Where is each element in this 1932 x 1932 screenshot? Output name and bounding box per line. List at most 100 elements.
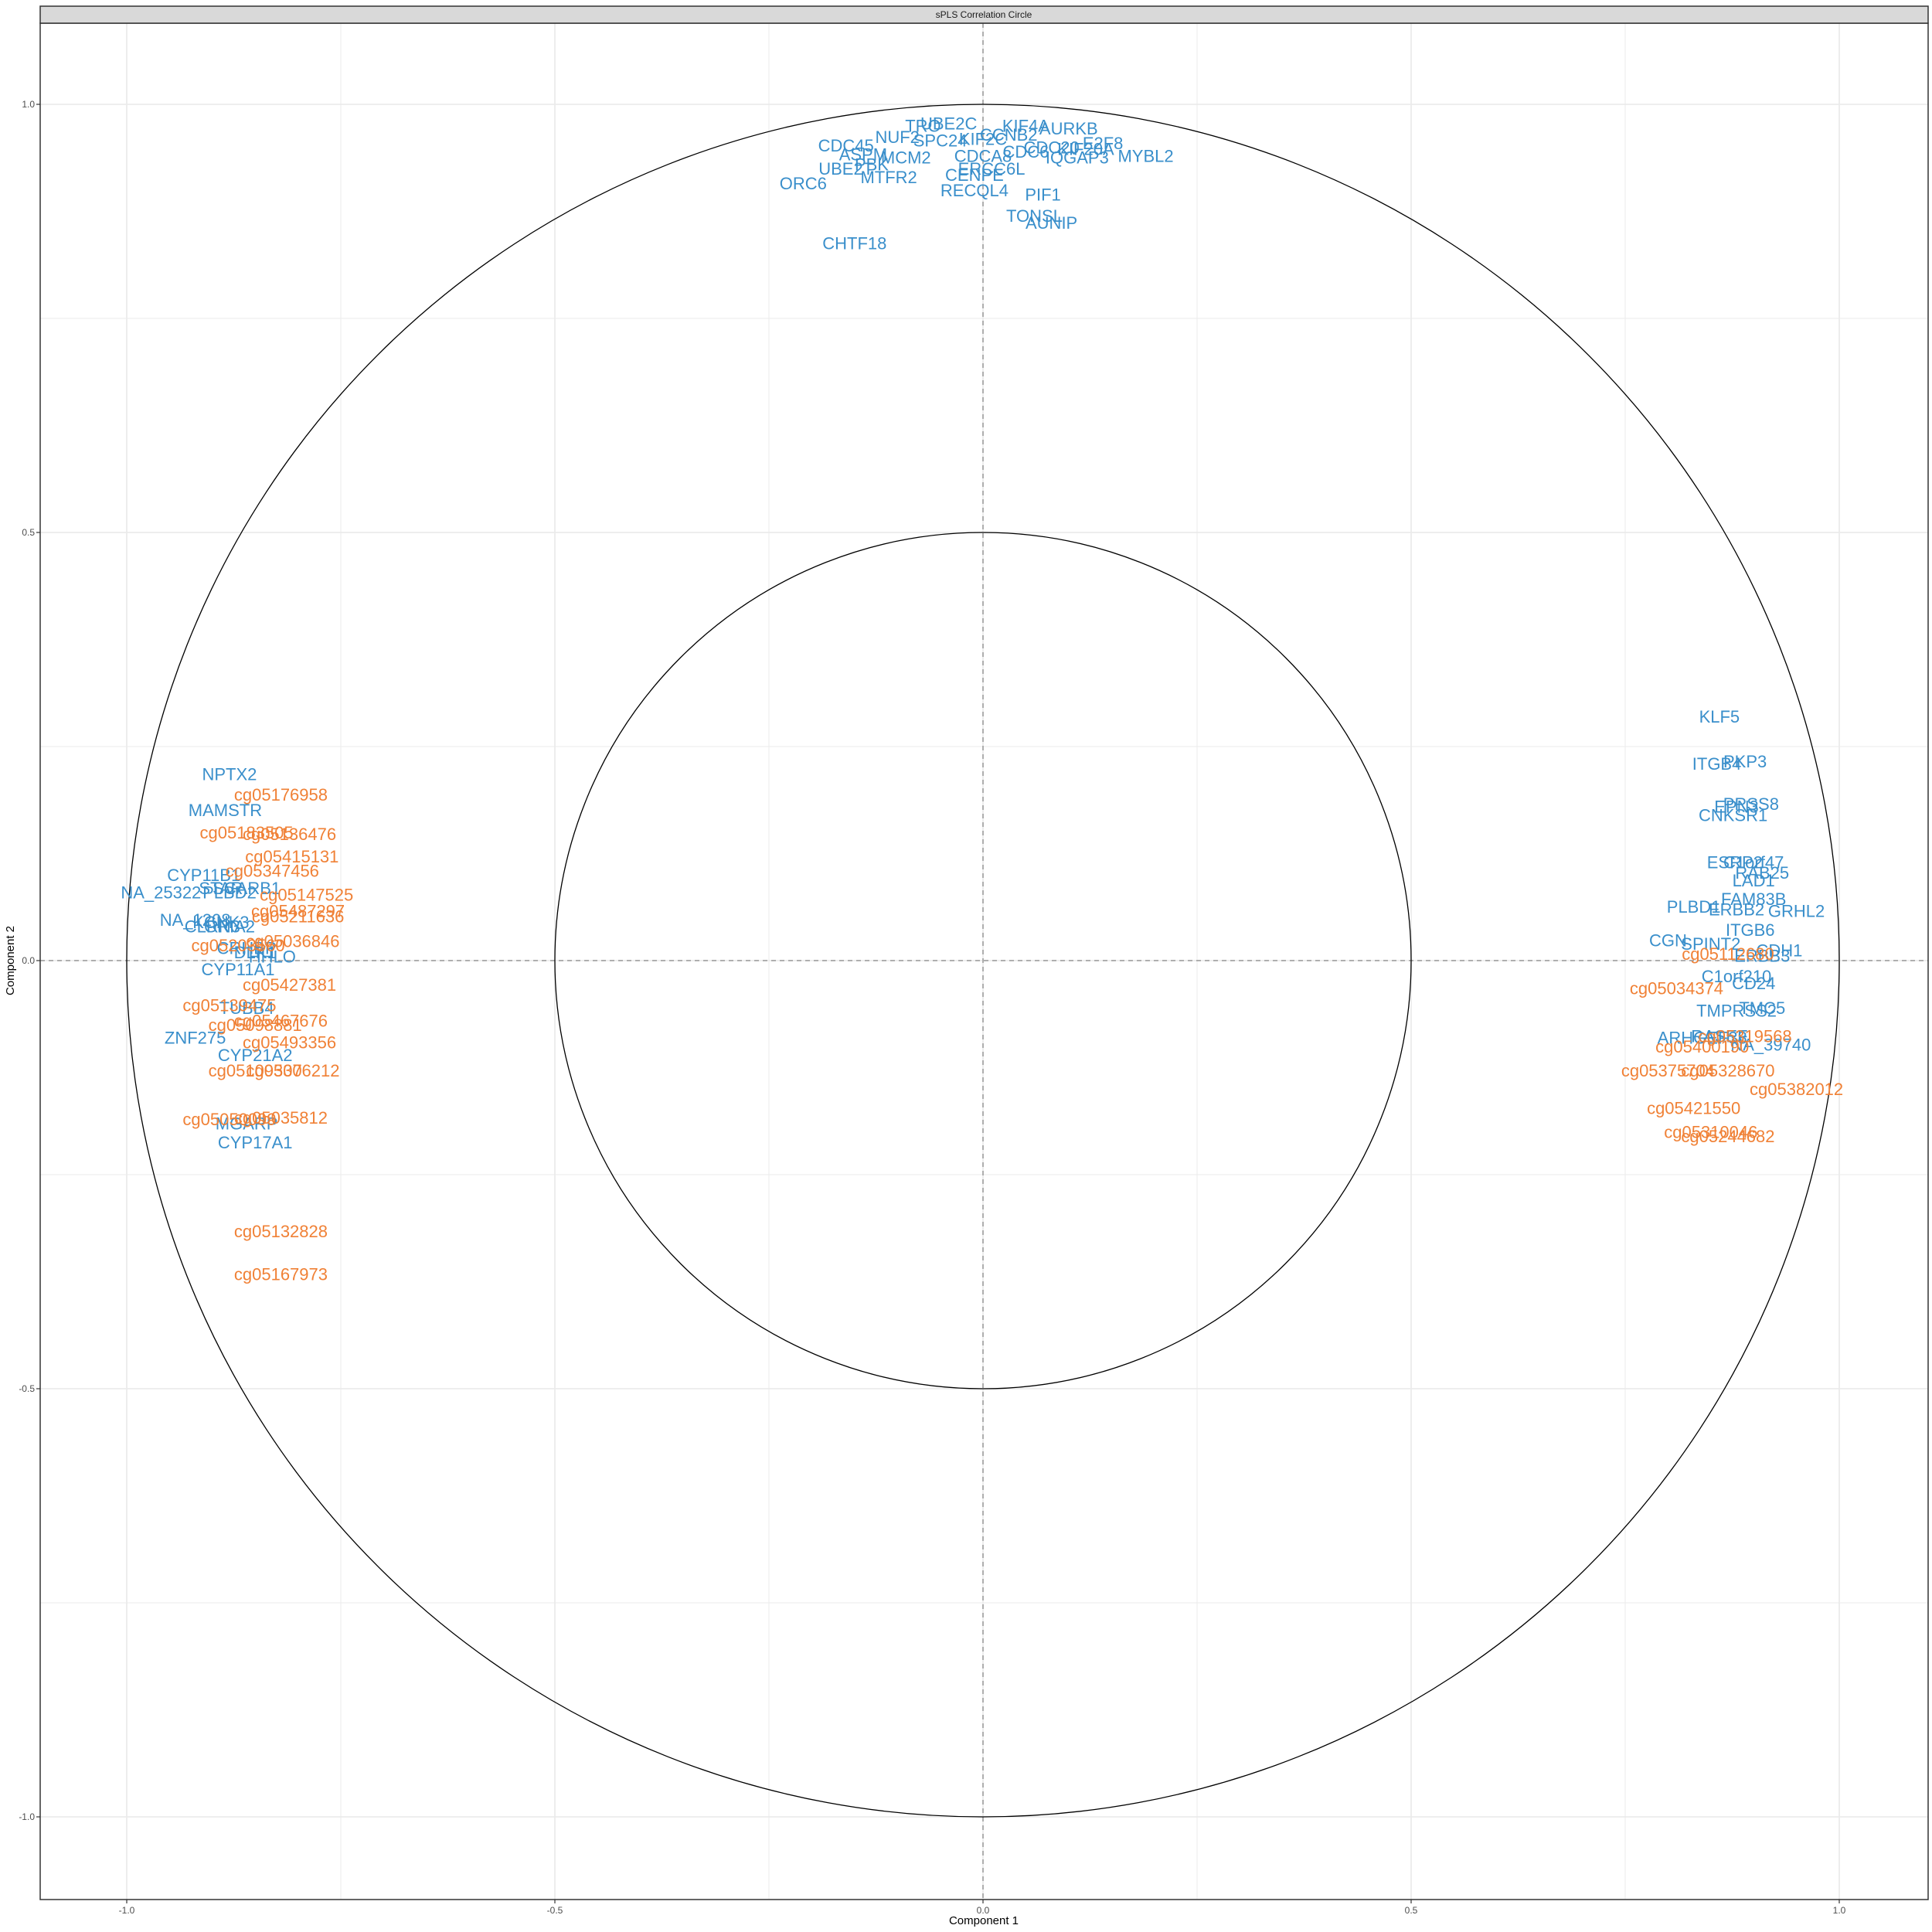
gene-variable-label: PBK [855, 155, 889, 175]
cpg-variable-label: cg05415131 [245, 847, 338, 866]
cpg-variable-label: cg05034374 [1630, 978, 1723, 998]
gene-variable-label: NA_1208 [160, 910, 231, 930]
gene-variable-label: NA_39740 [1730, 1036, 1811, 1055]
gene-variable-label: NPTX2 [202, 764, 257, 784]
cpg-variable-label: cg05035812 [234, 1108, 328, 1128]
x-tick-label: -0.5 [547, 1905, 563, 1916]
y-tick-label: 0.0 [22, 955, 35, 966]
x-tick-label: 0.5 [1405, 1905, 1418, 1916]
gene-variable-label: TMC5 [1739, 998, 1785, 1018]
cpg-variable-label: cg05328670 [1681, 1061, 1774, 1080]
y-axis-title: Component 2 [4, 926, 17, 995]
gene-variable-label: ARHGEF38 [1658, 1029, 1747, 1048]
gene-variable-label: IQGAP3 [1046, 148, 1109, 168]
gene-variable-label: CYP17A1 [218, 1133, 293, 1152]
cpg-variable-label: cg05487297 [251, 902, 345, 921]
gene-variable-label: MYBL2 [1117, 146, 1173, 165]
gene-variable-label: AURKB [1039, 119, 1098, 138]
gene-variable-label: PLBD2 [202, 883, 257, 902]
x-axis-ticks: -1.0 -0.5 0.0 0.5 1.0 [119, 1900, 1846, 1916]
cpg-variable-label: cg05139475 [182, 996, 276, 1015]
gene-variable-label: CDCA8 [954, 146, 1012, 165]
gene-variable-label: CHTF18 [822, 233, 886, 253]
gene-variable-label: FAM83B [1721, 889, 1786, 909]
y-tick-label: -0.5 [19, 1383, 35, 1394]
cpg-variable-label: cg05400190 [1655, 1037, 1749, 1056]
gene-variable-label: PRSS8 [1723, 794, 1779, 814]
cpg-variable-label: cg05347456 [226, 862, 319, 881]
cpg-variable-label: cg05147525 [260, 886, 353, 905]
x-tick-label: -1.0 [119, 1905, 135, 1916]
gene-variable-label: ORC6 [780, 174, 827, 193]
cpg-variable-label: cg05176958 [234, 785, 328, 804]
gene-variable-label: AUNIP [1026, 213, 1077, 233]
x-axis-title: Component 1 [949, 1914, 1019, 1927]
correlation-circle [126, 104, 1840, 1818]
cpg-variable-label: cg05183505 [200, 823, 294, 842]
chart-title: sPLS Correlation Circle [936, 9, 1032, 20]
gene-variable-label: UBE2T [818, 159, 873, 179]
gene-variable-label: CENPE [945, 165, 1004, 185]
gene-variable-label: EPN3 [1714, 798, 1758, 817]
gene-variable-label: CCNB2 [980, 125, 1038, 145]
gene-variable-label: MTFR2 [860, 168, 917, 187]
gene-variable-label: CNKSR1 [1699, 806, 1767, 825]
gene-variable-label: CYP11B1 [167, 866, 240, 885]
gene-variable-label: PIF1 [1025, 185, 1060, 204]
panel-border [39, 22, 1929, 1900]
cpg-variable-label: cg05467676 [234, 1012, 328, 1031]
gene-variable-label: ESRP2 [1707, 853, 1763, 872]
cpg-variable-label: cg05319568 [1699, 1027, 1792, 1046]
gene-variable-label: KIF4A [1002, 117, 1049, 136]
gene-variable-label: ZNF275 [165, 1029, 226, 1048]
gene-variable-label: CDH1 [1756, 941, 1802, 961]
x-tick-label: 1.0 [1833, 1905, 1846, 1916]
gene-variable-label: CDC45 [818, 136, 874, 155]
gene-variable-label: SPINT2 [1681, 934, 1740, 954]
gene-variable-label: KIF20A [1057, 140, 1114, 159]
gene-variable-label: ERBB3 [1734, 946, 1790, 965]
correlation-circle [554, 532, 1412, 1389]
gene-variable-label: NA_25322 [121, 883, 201, 902]
gene-variable-label: ITGB6 [1726, 920, 1775, 940]
cpg-variable-label: cg05427381 [243, 975, 336, 995]
cpg-variable-label: cg05421550 [1647, 1099, 1740, 1118]
cpg-variable-label: cg05211636 [252, 906, 345, 926]
gene-variable-label: CRHBP [217, 938, 277, 957]
gene-variable-label: MAMSTR [189, 801, 262, 820]
gene-variable-label: CYP11A1 [202, 960, 275, 979]
gene-variable-label: STAR [199, 879, 243, 898]
gene-variable-label: TONSL [1006, 206, 1063, 226]
gene-variable-label: C1orf47 [1723, 853, 1784, 872]
cpg-variable-label: cg05036846 [246, 932, 339, 951]
cpg-variable-label: cg05132828 [234, 1222, 328, 1241]
gene-variable-label: DLK1 [234, 943, 277, 962]
gene-variable-label: RASEF [1691, 1027, 1747, 1046]
gene-variable-label: MCM2 [881, 148, 931, 168]
gene-variable-label: RECQL4 [940, 181, 1009, 200]
gene-variable-label: ITGB4 [1692, 754, 1742, 774]
gene-variable-label: ERCC6L [958, 159, 1026, 179]
gene-variable-label: GRIA2 [204, 917, 255, 937]
gene-variable-label: CYP21A2 [218, 1046, 293, 1065]
gene-variable-label: CDC6 [1002, 142, 1049, 162]
gene-variable-label: CGN [1649, 930, 1687, 950]
gene-variable-label: ERBB2 [1709, 900, 1764, 920]
gene-variable-label: NUF2 [875, 128, 919, 147]
grid [40, 23, 1928, 1900]
gene-variable-label: KCNK3 [192, 913, 249, 932]
reference-lines [40, 23, 1928, 1900]
cpg-variable-label: cg05203560 [191, 936, 284, 955]
gene-variable-label: RAB25 [1735, 863, 1789, 883]
cpg-variable-label: cg05375704 [1621, 1061, 1715, 1080]
gene-variable-label: CDC20 [1024, 138, 1080, 157]
gene-variable-label: C1orf210 [1702, 967, 1772, 986]
gene-variable-label: GRHL2 [1768, 902, 1825, 921]
cpg-variable-label: cg05098881 [209, 1015, 302, 1035]
cpg-variable-label: cg05136476 [243, 825, 336, 844]
gene-variable-label: PKP3 [1723, 752, 1767, 771]
cpg-variable-label: cg05493356 [243, 1032, 336, 1052]
gene-variable-label: HHLO [249, 947, 296, 966]
